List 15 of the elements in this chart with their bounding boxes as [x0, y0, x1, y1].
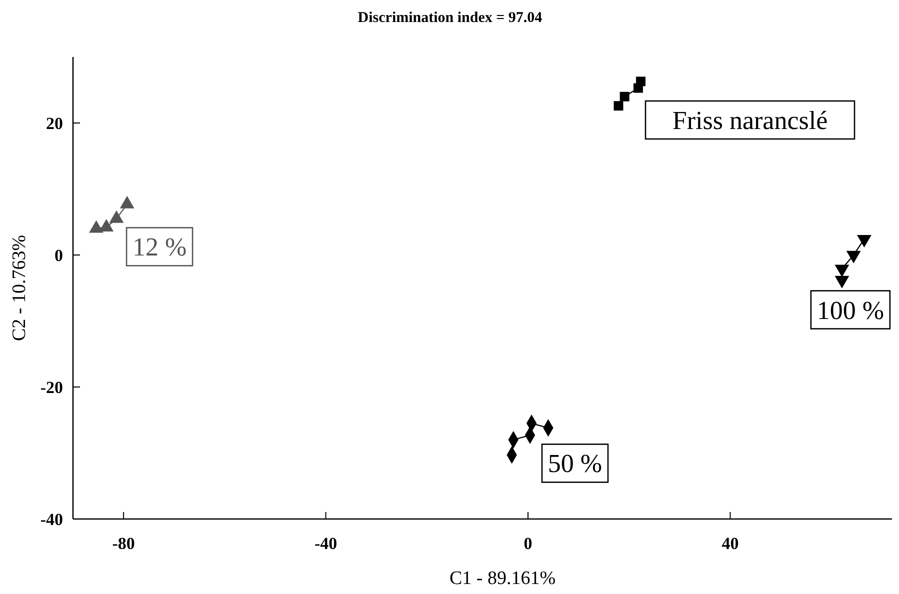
x-axis-title: C1 - 89.161% — [449, 568, 556, 589]
series-label: Friss narancslé — [672, 106, 828, 135]
y-tick-label: 20 — [46, 114, 63, 133]
series-label: 50 % — [548, 449, 602, 478]
x-tick-label: -40 — [314, 534, 338, 553]
y-tick-label: 0 — [54, 246, 63, 265]
x-tick-label: 40 — [722, 534, 739, 553]
y-axis-title: C2 - 10.763% — [9, 234, 30, 342]
y-tick-label: -20 — [40, 378, 63, 397]
y-tick-label: -40 — [40, 510, 63, 529]
series-label: 12 % — [132, 232, 187, 262]
chart-title: Discrimination index = 97.04 — [358, 10, 543, 26]
series-label: 100 % — [816, 296, 884, 325]
x-tick-label: 0 — [524, 534, 532, 553]
x-tick-label: -80 — [112, 534, 135, 553]
